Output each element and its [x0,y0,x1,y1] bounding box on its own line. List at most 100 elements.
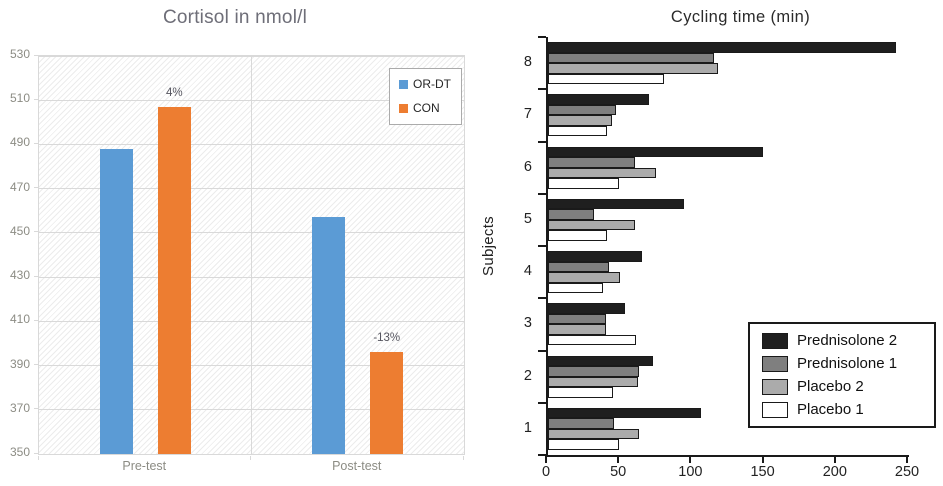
y-axis-tick-mark [34,54,38,56]
y-axis-tick-mark [34,231,38,233]
x-axis-tick-mark [761,455,764,463]
bar-percentage-label: 4% [165,86,183,99]
y-axis-category-label: 6 [523,158,532,175]
y-axis-tick-label: 430 [9,268,30,283]
prednisolone-1-legend-label: Prednisolone 1 [797,355,898,372]
y-axis-tick-label: 490 [9,135,30,150]
bar-subject-4-placebo-1 [548,282,603,293]
bar-subject-4-prednisolone-1 [548,261,609,272]
bar-subject-8-placebo-1 [548,73,664,84]
bar-subject-1-placebo-2 [548,428,639,440]
x-axis-tick-mark [250,456,251,460]
bar-subject-2-prednisolone-2 [548,355,654,366]
y-axis-tick-mark [34,275,38,277]
y-axis-tick-mark [538,349,546,352]
y-axis-tick-mark [34,187,38,189]
bar-pre-test-or-dt [99,148,133,454]
bar-subject-6-placebo-2 [548,167,657,178]
x-axis-tick-label: 250 [894,464,920,480]
bar-subject-4-placebo-2 [548,272,621,283]
y-axis-tick-mark [538,140,546,143]
cycling-chart-title: Cycling time (min) [670,8,811,26]
y-axis-tick-mark [538,36,546,38]
y-axis-category-label: 5 [523,210,532,227]
placebo-2-swatch-icon [762,378,788,395]
y-axis-category-label: 8 [523,54,532,70]
y-axis-tick-label: 530 [9,47,30,61]
cortisol-chart: Cortisol in nmol/l OR-DT CON 4% -13% 350 3… [0,0,470,486]
x-axis-category-label: Post-test [332,459,382,473]
y-axis-tick-label: 390 [9,356,30,371]
bar-subject-2-prednisolone-1 [548,366,639,377]
bar-subject-3-prednisolone-1 [548,313,606,325]
x-axis-tick-mark [545,455,547,463]
con-swatch-icon [399,103,408,113]
bar-subject-8-prednisolone-2 [548,42,896,53]
y-axis-tick-mark [34,452,38,454]
or-dt-legend-label: OR-DT [413,77,451,91]
y-axis-tick-label: 350 [9,445,30,459]
legend-item-prednisolone-1: Prednisolone 1 [762,355,926,372]
y-axis-tick-mark [34,408,38,410]
bar-pre-test-con [157,106,191,454]
prednisolone-2-legend-label: Prednisolone 2 [797,332,898,349]
bar-subject-8-prednisolone-1 [548,52,715,63]
cycling-legend: Prednisolone 2 Prednisolone 1 Placebo 2 … [748,322,936,428]
cortisol-chart-title: Cortisol in nmol/l [162,7,308,28]
placebo-1-swatch-icon [762,401,788,418]
x-axis-tick-mark [462,456,464,460]
bar-subject-5-prednisolone-2 [548,198,684,210]
x-axis-category-label: Pre-test [122,459,167,473]
y-axis-tick-mark [538,192,546,195]
legend-item-prednisolone-2: Prednisolone 2 [762,332,926,349]
x-axis-tick-mark [37,456,39,460]
legend-item-or-dt: OR-DT [399,77,451,91]
x-axis-tick-mark [617,455,620,463]
y-axis-tick-mark [34,364,38,366]
legend-item-placebo-1: Placebo 1 [762,401,926,418]
x-axis-tick-label: 100 [678,464,703,480]
x-axis-tick-mark [833,455,836,463]
placebo-1-legend-label: Placebo 1 [797,401,864,418]
y-axis-category-label: 1 [523,419,532,436]
cycling-y-axis-label: Subjects [480,216,497,276]
bar-subject-1-placebo-1 [548,439,619,450]
bar-subject-1-prednisolone-1 [548,418,615,429]
bar-post-test-or-dt [312,217,346,454]
bar-subject-3-prednisolone-2 [548,303,625,314]
gridline [251,56,252,454]
gridline [39,453,464,455]
y-axis-tick-mark [538,88,546,91]
prednisolone-2-swatch-icon [762,332,788,349]
bar-post-test-con [370,352,404,454]
legend-item-placebo-2: Placebo 2 [762,378,926,395]
bar-subject-5-prednisolone-1 [548,209,595,220]
y-axis-tick-mark [34,98,38,100]
x-axis-tick-label: 0 [541,464,551,480]
legend-item-con: CON [399,101,451,115]
x-axis-tick-label: 50 [610,464,627,480]
y-axis-category-label: 3 [523,315,532,332]
bar-subject-6-prednisolone-1 [548,157,635,168]
bar-subject-7-placebo-1 [548,125,608,137]
y-axis-tick-label: 470 [9,179,30,194]
bar-subject-5-placebo-2 [548,219,635,231]
or-dt-swatch-icon [399,79,408,89]
bar-subject-7-prednisolone-1 [548,104,616,116]
cycling-chart: Cycling time (min) Subjects 8 7 6 5 4 3 2 1 0 50 1… [470,0,943,486]
prednisolone-1-swatch-icon [762,355,788,372]
y-axis-tick-mark [34,142,38,144]
bar-subject-2-placebo-2 [548,376,638,387]
cortisol-legend: OR-DT CON [389,68,462,125]
y-axis-category-label: 2 [523,367,532,384]
x-axis-tick-label: 150 [750,464,775,480]
y-axis-tick-mark [538,245,546,247]
y-axis-tick-label: 370 [9,400,30,415]
placebo-2-legend-label: Placebo 2 [797,378,864,395]
y-axis-tick-label: 410 [9,312,30,327]
bar-subject-1-prednisolone-2 [548,407,702,419]
y-axis-tick-label: 450 [9,223,30,238]
x-axis-tick-mark [906,455,908,463]
con-legend-label: CON [413,101,440,115]
